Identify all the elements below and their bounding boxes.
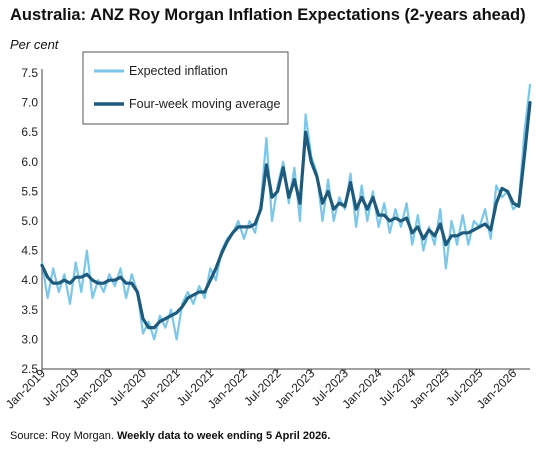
legend: Expected inflation Four-week moving aver… xyxy=(82,51,289,125)
source-note-bold: Weekly data to week ending 5 April 2026. xyxy=(117,430,331,442)
legend-box xyxy=(82,51,289,125)
y-tick-label: 2.5 xyxy=(21,362,38,376)
source-text: Source: Roy Morgan. xyxy=(10,430,117,442)
chart-title: Australia: ANZ Roy Morgan Inflation Expe… xyxy=(10,6,526,24)
y-tick-label: 6.5 xyxy=(21,125,38,139)
y-tick-label: 5.5 xyxy=(21,184,38,198)
series-layer xyxy=(40,83,532,341)
series-line-moving-average xyxy=(40,101,532,330)
y-tick-label: 6.0 xyxy=(21,155,38,169)
y-tick-label: 5.0 xyxy=(21,214,38,228)
y-tick-label: 3.0 xyxy=(21,332,38,346)
y-tick-label: 7.0 xyxy=(21,96,38,110)
source-note: Source: Roy Morgan. Weekly data to week … xyxy=(10,430,330,442)
y-axis-label: Per cent xyxy=(10,37,59,52)
y-tick-label: 7.5 xyxy=(21,66,38,80)
legend-label-moving-average: Four-week moving average xyxy=(129,97,281,111)
y-tick-label: 3.5 xyxy=(21,303,38,317)
y-tick-label: 4.5 xyxy=(21,244,38,258)
legend-label-expected: Expected inflation xyxy=(129,64,228,78)
y-tick-label: 4.0 xyxy=(21,273,38,287)
